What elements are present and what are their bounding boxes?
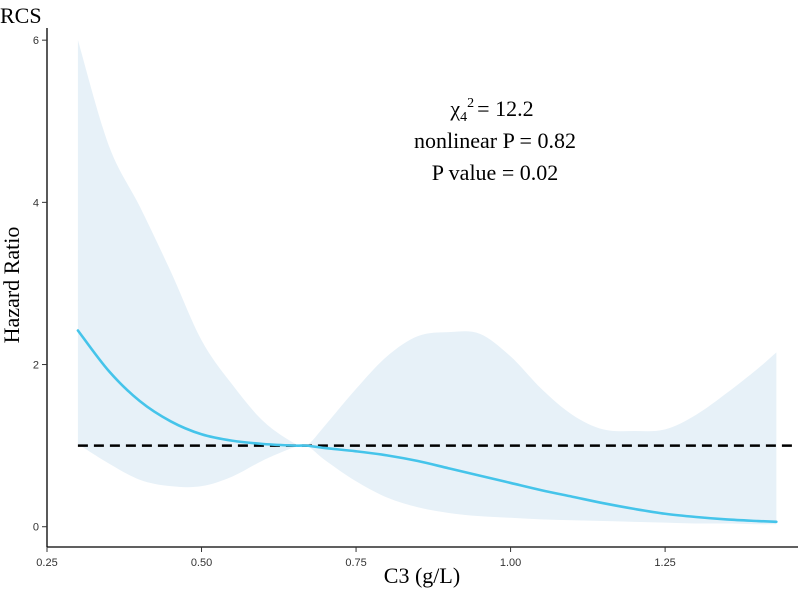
chart-title: RCS <box>0 3 42 28</box>
x-tick-label: 0.50 <box>191 557 212 569</box>
x-ticks: 0.25 0.50 0.75 1.00 1.25 <box>36 547 676 569</box>
y-tick-label: 0 <box>33 522 39 534</box>
y-tick-label: 4 <box>33 197 39 209</box>
chi-superscript: 2 <box>467 96 474 111</box>
x-tick-label: 0.25 <box>36 557 57 569</box>
chi-value: = 12.2 <box>477 96 533 121</box>
confidence-band-layer <box>77 40 777 525</box>
x-axis-label: C3 (g/L) <box>384 563 460 588</box>
statistics-annotation: χ42 = 12.2 nonlinear P = 0.82 P value = 0… <box>414 96 576 185</box>
y-axis-label: Hazard Ratio <box>0 227 24 344</box>
x-tick-label: 1.00 <box>500 557 521 569</box>
p-value-annotation: P value = 0.02 <box>432 160 558 185</box>
hazard-ratio-line <box>76 329 778 524</box>
chi-symbol: χ <box>449 96 460 121</box>
y-tick-label: 2 <box>33 360 39 372</box>
series-line-layer <box>76 329 778 524</box>
confidence-band <box>77 40 777 525</box>
x-tick-label: 0.75 <box>345 557 366 569</box>
y-tick-label: 6 <box>33 35 39 47</box>
nonlinear-p-annotation: nonlinear P = 0.82 <box>414 128 576 153</box>
chi-subscript: 4 <box>460 110 467 125</box>
chi-square-annotation: χ42 = 12.2 <box>449 96 533 125</box>
x-tick-label: 1.25 <box>654 557 675 569</box>
y-ticks: 0 2 4 6 <box>33 35 47 534</box>
